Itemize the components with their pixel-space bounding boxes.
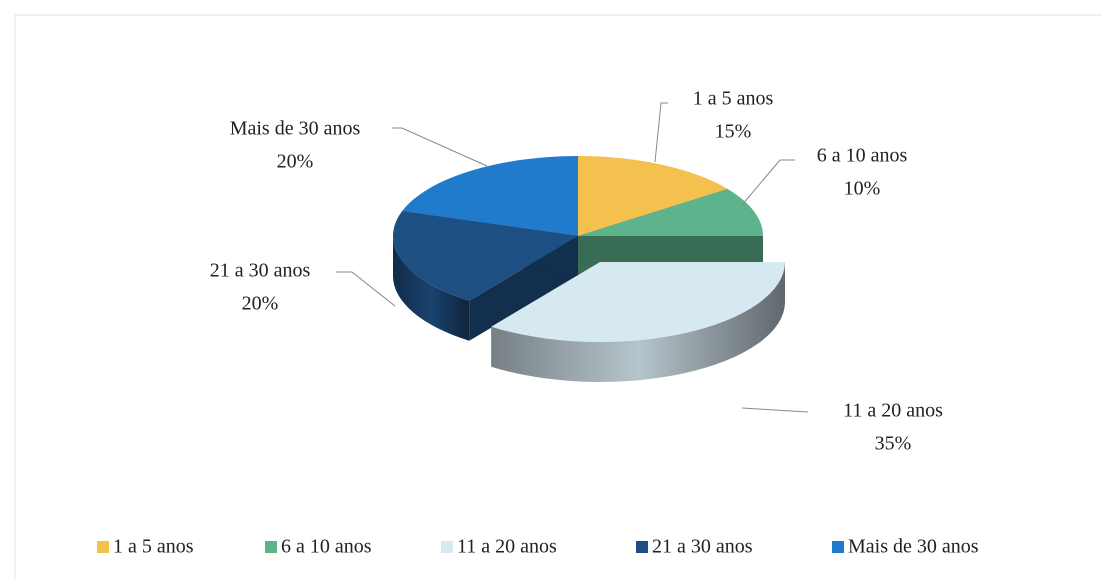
legend-swatch	[441, 541, 453, 553]
legend-swatch	[636, 541, 648, 553]
slice-top	[578, 156, 728, 236]
pie-slice	[491, 262, 785, 382]
data-label-value: 20%	[277, 151, 314, 173]
legend-label: 11 a 20 anos	[457, 536, 557, 558]
slice-wall	[491, 262, 785, 382]
data-label-value: 35%	[875, 433, 912, 455]
leader-line	[336, 271, 396, 307]
leader-line	[741, 159, 795, 206]
data-label-name: 1 a 5 anos	[693, 88, 774, 110]
legend-label: Mais de 30 anos	[848, 536, 979, 558]
slice-top	[392, 211, 578, 301]
data-label-value: 15%	[715, 121, 752, 143]
legend-label: 21 a 30 anos	[652, 536, 753, 558]
legend-swatch	[97, 541, 109, 553]
data-label-name: 11 a 20 anos	[843, 400, 943, 422]
data-label-value: 20%	[242, 293, 279, 315]
slice-wall	[393, 236, 470, 341]
leader-line	[741, 407, 809, 413]
legend-swatch	[832, 541, 844, 553]
legend-label: 6 a 10 anos	[281, 536, 372, 558]
slice-top	[491, 262, 785, 342]
legend-label: 1 a 5 anos	[113, 536, 194, 558]
leader-line	[654, 102, 668, 163]
pie-slice	[392, 211, 578, 341]
data-label-name: 6 a 10 anos	[817, 145, 908, 167]
data-label-value: 10%	[844, 178, 881, 200]
legend-swatch	[265, 541, 277, 553]
slice-top	[402, 156, 578, 236]
data-label-name: Mais de 30 anos	[230, 118, 361, 140]
pie-slice	[578, 188, 763, 276]
slice-top	[578, 188, 763, 236]
data-label-name: 21 a 30 anos	[210, 260, 311, 282]
leader-line	[392, 127, 488, 167]
